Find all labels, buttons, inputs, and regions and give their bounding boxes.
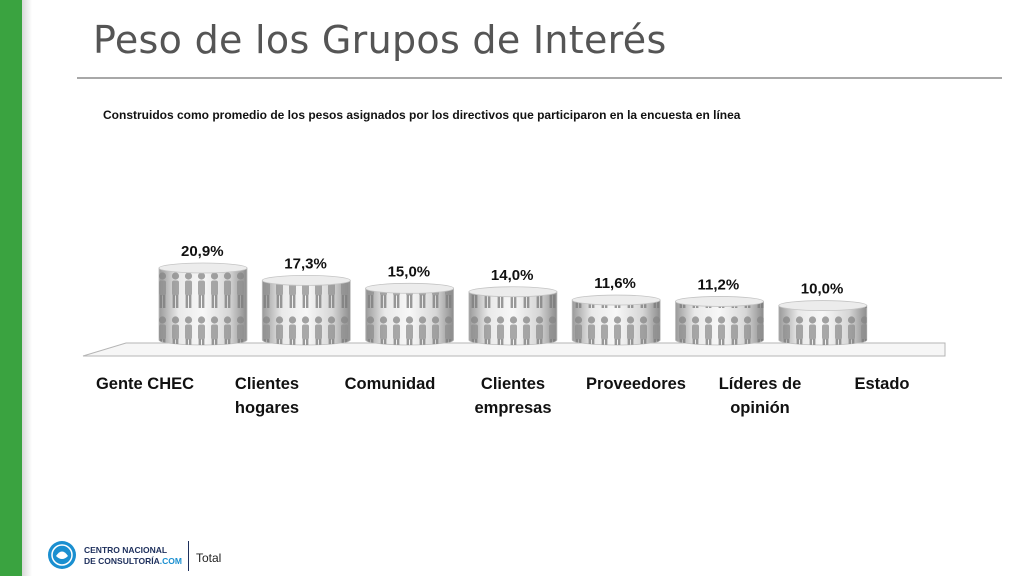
category-label: Proveedores bbox=[586, 375, 686, 393]
bar-people-image bbox=[675, 301, 764, 345]
bar-top bbox=[261, 275, 351, 286]
bar-people-image bbox=[778, 305, 867, 345]
bar-top bbox=[571, 294, 661, 306]
company-name-main: DE CONSULTORÍA bbox=[84, 556, 160, 566]
data-label: 10,0% bbox=[801, 281, 844, 298]
page-title: Peso de los Grupos de Interés bbox=[93, 18, 667, 62]
data-label: 15,0% bbox=[388, 263, 431, 280]
bar-people-image bbox=[468, 291, 557, 346]
bar-people-image bbox=[262, 280, 351, 345]
data-label: 11,2% bbox=[698, 276, 740, 293]
category-label: Clientes bbox=[235, 375, 299, 393]
company-name: CENTRO NACIONAL DE CONSULTORÍA.COM bbox=[84, 545, 182, 567]
bar-top bbox=[158, 262, 248, 274]
bar-top bbox=[365, 282, 455, 294]
category-label: Líderes de bbox=[719, 375, 802, 393]
company-name-line1: CENTRO NACIONAL bbox=[84, 545, 168, 555]
category-label: Clientes bbox=[481, 375, 545, 393]
data-label: 20,9% bbox=[181, 243, 224, 260]
bar-people-image bbox=[572, 300, 661, 345]
chart-base-plane bbox=[82, 342, 946, 357]
category-label: hogares bbox=[235, 399, 299, 417]
side-accent-bar bbox=[0, 0, 22, 576]
category-label: Comunidad bbox=[345, 375, 436, 393]
company-logo-icon bbox=[48, 541, 76, 569]
title-divider bbox=[77, 77, 1002, 79]
category-label: Gente CHEC bbox=[96, 375, 194, 393]
bar-top bbox=[778, 300, 868, 311]
category-label: empresas bbox=[474, 399, 551, 417]
chart-subtitle: Construidos como promedio de los pesos a… bbox=[103, 108, 741, 122]
category-label: Estado bbox=[854, 375, 909, 393]
bar-top bbox=[675, 296, 764, 307]
data-label: 14,0% bbox=[491, 267, 534, 284]
side-shadow bbox=[22, 0, 32, 576]
footer-label: Total bbox=[196, 551, 222, 565]
company-name-accent: .COM bbox=[159, 556, 182, 566]
bar-people-image bbox=[365, 288, 454, 345]
footer-divider bbox=[188, 541, 189, 571]
bar-top bbox=[468, 286, 558, 298]
company-name-line2: DE CONSULTORÍA.COM bbox=[84, 556, 182, 567]
bar-people-image bbox=[159, 268, 247, 345]
data-label: 11,6% bbox=[594, 275, 636, 292]
data-label: 17,3% bbox=[284, 255, 327, 272]
category-label: opinión bbox=[730, 399, 790, 417]
